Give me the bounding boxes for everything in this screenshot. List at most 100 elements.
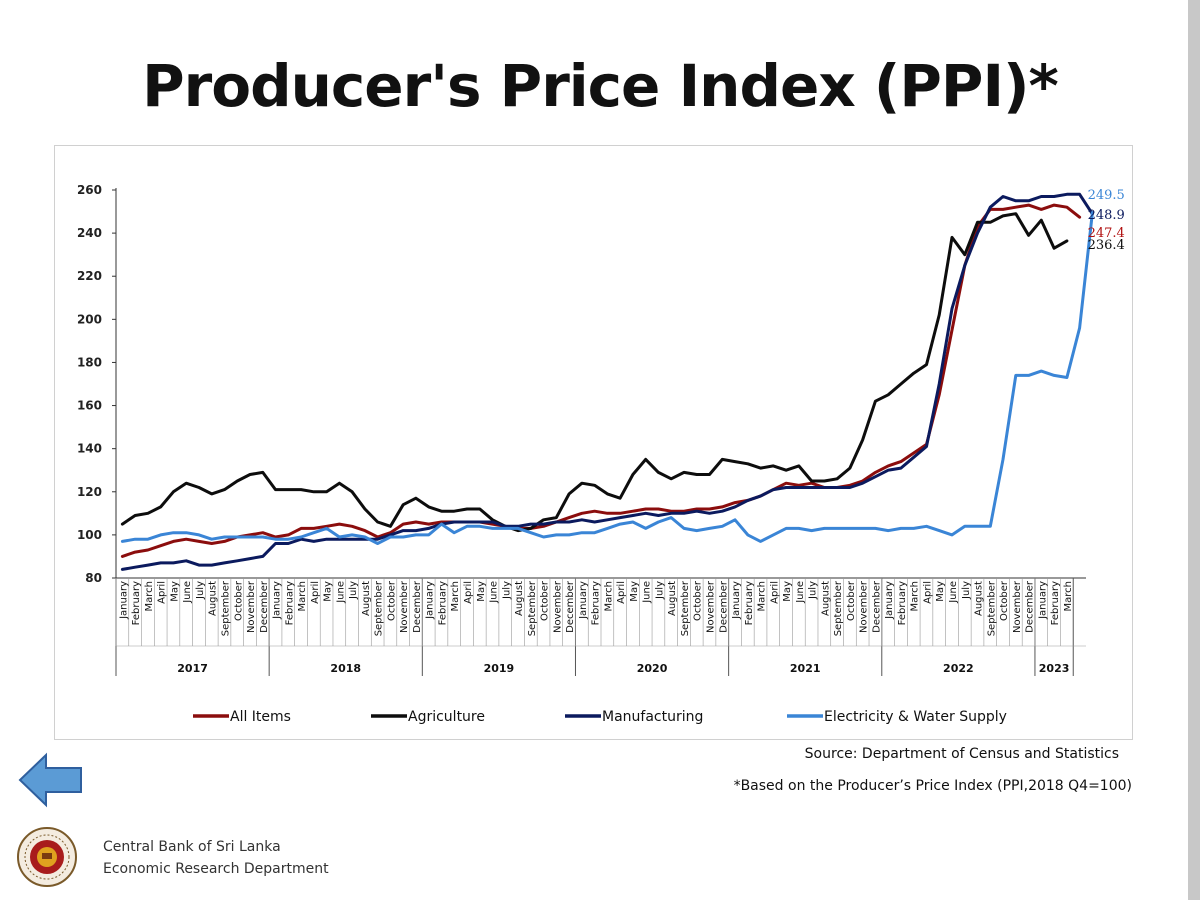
source-note: Source: Department of Census and Statist… [804,746,1119,762]
x-tick-label: January [884,581,895,620]
x-tick-label: December [412,580,423,633]
y-tick-label: 100 [77,528,102,542]
x-tick-label: June [795,581,806,604]
x-tick-label: February [591,581,602,625]
x-tick-label: August [514,581,525,616]
x-tick-label: November [705,580,716,633]
series-end-label: 249.5 [1088,188,1125,203]
x-tick-label: October [693,580,704,621]
x-tick-label: April [310,581,321,604]
x-tick-label: June [182,581,193,604]
x-tick-label: June [489,581,500,604]
series-line [120,212,1069,533]
x-tick-label: September [680,580,691,636]
series-line [120,203,1082,558]
x-tick-label: November [246,580,257,633]
x-tick-label: July [348,581,359,600]
x-tick-label: August [208,581,219,616]
x-tick-label: July [501,581,512,600]
x-tick-label: July [654,581,665,600]
x-tick-label: November [859,580,870,633]
x-tick-label: October [386,580,397,621]
x-tick-label: August [974,581,985,616]
x-tick-label: March [144,581,155,611]
x-tick-label: May [935,581,946,602]
x-tick-label: November [399,580,410,633]
x-tick-label: July [808,581,819,600]
x-tick-label: July [195,581,206,600]
x-tick-label: January [425,581,436,620]
series-end-label: 247.4 [1088,226,1125,241]
x-tick-label: October [999,580,1010,621]
x-tick-label: March [1063,581,1074,611]
y-tick-label: 80 [85,571,102,585]
x-tick-label: February [284,581,295,625]
x-tick-label: December [871,580,882,633]
x-tick-label: September [986,580,997,636]
x-tick-label: May [323,581,334,602]
y-tick-label: 140 [77,442,102,456]
x-year-label: 2019 [484,662,515,675]
y-tick-label: 260 [77,183,102,197]
x-tick-label: April [922,581,933,604]
y-tick-label: 200 [77,312,102,326]
x-tick-label: January [272,581,283,620]
x-tick-label: September [527,580,538,636]
x-tick-label: September [220,580,231,636]
y-tick-label: 240 [77,226,102,240]
ppi-chart: 80 100 120 140 160 180 200 220 240 260 January Febr… [54,145,1133,740]
x-tick-label: April [463,581,474,604]
x-tick-label: December [259,580,270,633]
cbsl-seal-icon [17,827,77,887]
x-tick-label: May [629,581,640,602]
x-tick-label: February [897,581,908,625]
back-arrow-icon[interactable] [18,752,84,808]
x-tick-label: September [374,580,385,636]
y-tick-label: 180 [77,355,102,369]
x-tick-label: May [476,581,487,602]
org-department: Economic Research Department [103,861,329,877]
series-line [120,192,1094,571]
x-tick-label: November [552,580,563,633]
x-tick-label: February [1050,581,1061,625]
x-tick-label: January [578,581,589,620]
x-tick-label: July [961,581,972,600]
x-tick-label: June [335,581,346,604]
x-tick-label: August [820,581,831,616]
x-tick-label: August [361,581,372,616]
x-tick-label: December [1025,580,1036,633]
x-tick-label: March [297,581,308,611]
x-tick-label: December [565,580,576,633]
x-tick-label: April [616,581,627,604]
x-year-label: 2017 [177,662,208,675]
series-line [120,211,1094,545]
org-name: Central Bank of Sri Lanka [103,839,281,855]
x-tick-label: October [846,580,857,621]
y-tick-label: 120 [77,485,102,499]
x-year-label: 2023 [1039,662,1070,675]
window-edge [1188,0,1200,900]
organization-info: Central Bank of Sri Lanka Economic Resea… [103,836,329,880]
x-tick-label: May [782,581,793,602]
legend-label: Agriculture [408,709,485,725]
x-year-label: 2022 [943,662,974,675]
footnote: *Based on the Producer’s Price Index (PP… [733,778,1132,794]
x-tick-label: March [603,581,614,611]
x-tick-label: June [948,581,959,604]
x-tick-label: February [744,581,755,625]
legend-label: Electricity & Water Supply [824,709,1007,725]
x-year-label: 2018 [330,662,361,675]
series-end-label: 248.9 [1088,208,1125,223]
x-tick-label: December [718,580,729,633]
x-tick-label: March [910,581,921,611]
y-tick-label: 220 [77,269,102,283]
x-tick-label: March [757,581,768,611]
x-tick-label: August [667,581,678,616]
series-end-label: 236.4 [1088,238,1125,253]
x-tick-label: January [1037,581,1048,620]
x-tick-label: January [731,581,742,620]
x-tick-label: May [169,581,180,602]
legend-label: Manufacturing [602,709,703,725]
x-tick-label: April [157,581,168,604]
